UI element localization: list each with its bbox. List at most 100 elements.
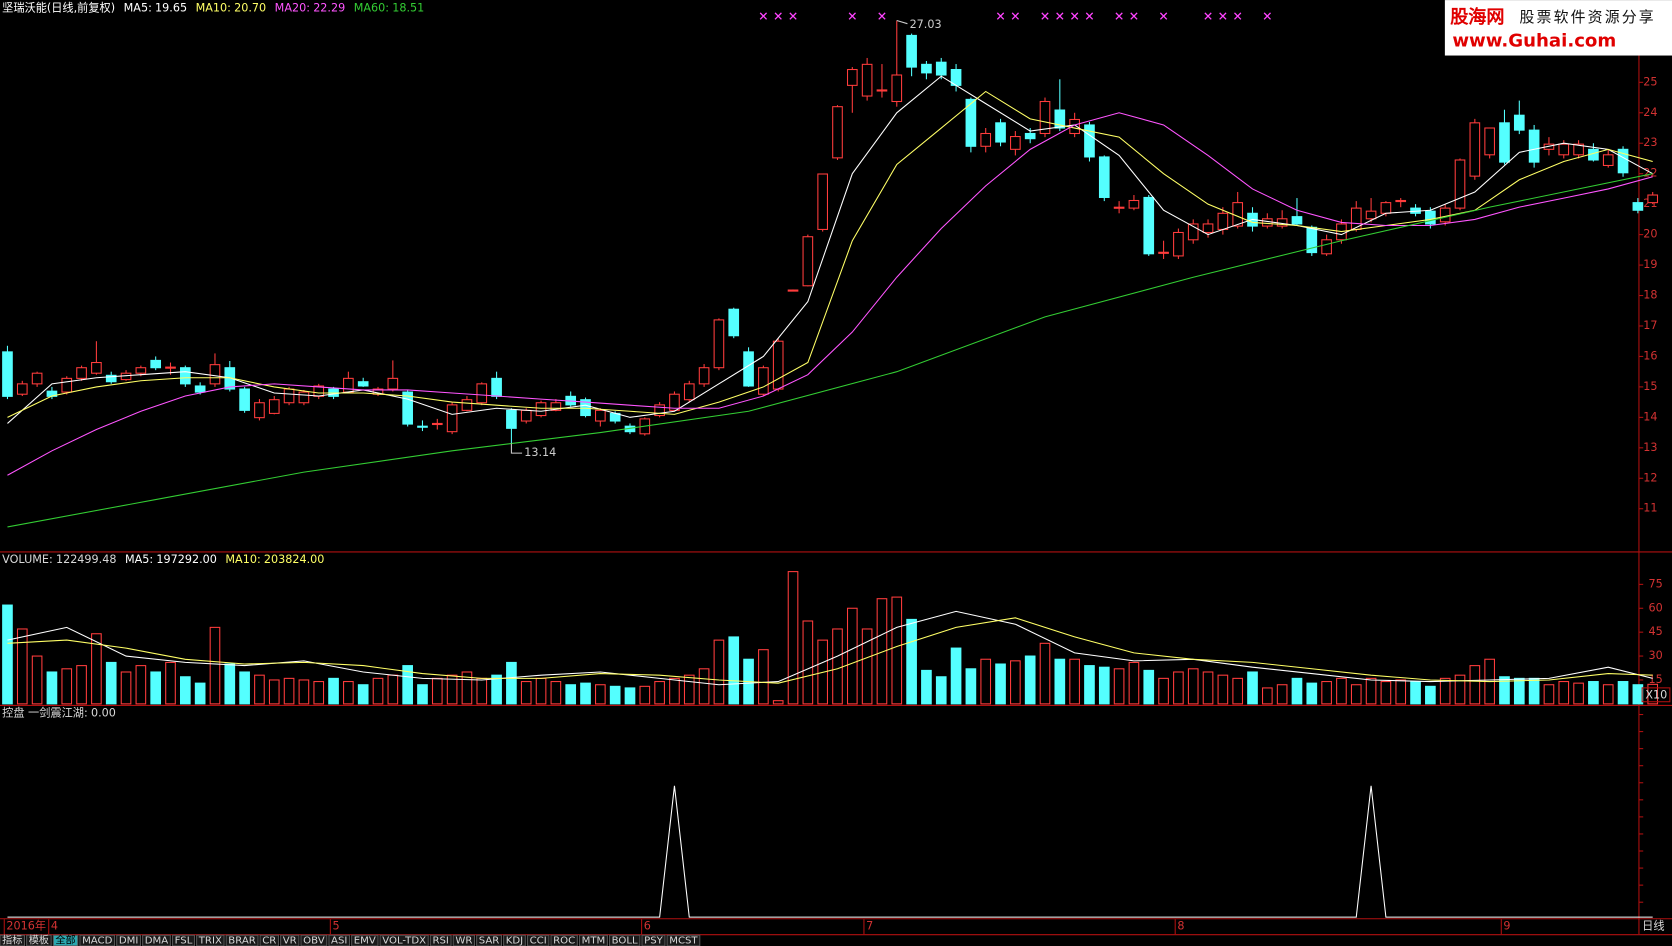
candle-body	[1232, 202, 1244, 227]
candle-body	[1069, 118, 1080, 135]
signal-mark	[996, 12, 1005, 20]
volume-bar	[1084, 665, 1095, 705]
toolbar-tab-label[interactable]: 模板	[29, 934, 49, 946]
candle-body	[1484, 127, 1495, 156]
candle-body	[965, 98, 977, 147]
candle-body	[16, 383, 28, 395]
volume-bar	[1321, 681, 1332, 705]
unit-label: X10	[1645, 688, 1667, 701]
x-tick-label: 5	[332, 920, 339, 933]
toolbar-tab-label[interactable]: VOL-TDX	[382, 936, 426, 946]
y-tick-label: 13	[1643, 441, 1657, 454]
volume-bar	[698, 668, 710, 705]
legend-name: MA20:	[275, 2, 310, 15]
volume-bar	[194, 682, 206, 705]
toolbar-tab-label[interactable]: DMA	[145, 936, 169, 946]
toolbar-tab-label[interactable]: SAR	[479, 936, 500, 946]
candle-body	[1380, 202, 1392, 214]
logo-box	[1444, 0, 1672, 56]
volume-bar	[1069, 658, 1080, 705]
toolbar-tab-label[interactable]: WR	[455, 936, 472, 946]
toolbar-tab-label[interactable]: KDJ	[506, 936, 523, 946]
legend-name: MA10:	[196, 2, 231, 15]
volume-bar	[595, 684, 606, 705]
volume-bar	[224, 663, 236, 705]
volume-bar	[476, 677, 488, 705]
y-tick-label: 25	[1643, 75, 1657, 88]
signal-mark	[1219, 12, 1227, 20]
toolbar-tab-label[interactable]: ASI	[331, 936, 347, 946]
signal-mark	[789, 12, 797, 20]
toolbar-tab-label[interactable]: RSI	[432, 936, 448, 946]
volume-bar	[1336, 677, 1347, 705]
candle-body	[1187, 223, 1199, 241]
y-tick-label: 11	[1643, 502, 1657, 515]
volume-bar	[639, 685, 651, 705]
volume-bar	[1558, 681, 1570, 705]
candle-body	[239, 388, 250, 411]
toolbar-tab-label[interactable]: TRIX	[198, 936, 222, 946]
toolbar-tab-label[interactable]: MCST	[669, 936, 698, 946]
volume-bar	[1365, 677, 1377, 705]
indicator-title: 控盘 一剑震江湖:	[2, 705, 88, 719]
volume-bar	[268, 679, 280, 705]
volume-bar	[1425, 685, 1436, 705]
volume-bar	[298, 679, 310, 705]
y-tick-label: 19	[1643, 258, 1657, 271]
toolbar-tab-label[interactable]: ROC	[553, 936, 575, 946]
volume-bar	[431, 677, 443, 705]
toolbar-tab-label[interactable]: FSL	[175, 936, 193, 946]
candle-body	[1010, 136, 1021, 150]
toolbar-tab-label[interactable]: DMI	[119, 936, 139, 946]
ma-line	[7, 112, 1653, 476]
toolbar-tab-label[interactable]: PSY	[644, 936, 664, 946]
toolbar-tab-label[interactable]: BOLL	[612, 936, 638, 946]
toolbar-tab-label[interactable]: 全部	[55, 934, 75, 946]
volume-bar	[772, 700, 784, 705]
candle-body	[1202, 223, 1214, 234]
y-tick-label: 16	[1643, 349, 1657, 362]
candle-body	[194, 385, 206, 393]
y-tick-label: 20	[1643, 228, 1657, 241]
signal-mark	[1130, 12, 1138, 20]
low-pointer	[510, 443, 523, 454]
candle-body	[728, 308, 740, 337]
candle-body	[1617, 148, 1629, 174]
signal-mark	[878, 12, 886, 20]
candle-body	[1365, 210, 1377, 220]
candle-body	[1647, 194, 1659, 204]
volume-bar	[891, 596, 903, 705]
toolbar-tab-label[interactable]: EMV	[354, 936, 376, 946]
logo-url: www.Guhai.com	[1452, 31, 1616, 52]
candle-body	[1395, 199, 1407, 203]
candle-body	[476, 383, 488, 404]
volume-bar	[832, 628, 843, 705]
candle-body	[506, 409, 517, 429]
toolbar-tab-label[interactable]: CR	[262, 936, 276, 946]
toolbar-tab-label[interactable]: MACD	[82, 936, 113, 946]
signal-mark	[1011, 12, 1020, 20]
volume-bar	[1039, 642, 1051, 705]
signal-mark	[774, 12, 782, 20]
volume-bar	[965, 668, 977, 705]
signal-mark	[1159, 12, 1168, 20]
volume-bar	[491, 674, 502, 705]
toolbar-tab-label[interactable]: BRAR	[228, 936, 256, 946]
candle-body	[417, 425, 428, 428]
candle-body	[343, 377, 354, 393]
volume-bar	[76, 665, 87, 705]
candle-body	[1113, 206, 1125, 209]
candle-body	[165, 366, 176, 369]
toolbar-tab-label[interactable]: CCI	[530, 936, 547, 946]
toolbar-tab-label[interactable]: OBV	[303, 936, 325, 946]
volume-bar	[520, 681, 532, 705]
toolbar-tab-label[interactable]: 指标	[2, 934, 22, 946]
toolbar-tab-label[interactable]: VR	[283, 936, 297, 946]
candle-body	[209, 364, 221, 385]
volume-bar	[1024, 655, 1036, 705]
volume-title: VOLUME:	[2, 553, 53, 566]
volume-bar	[1647, 683, 1659, 705]
volume-bar	[120, 671, 132, 705]
volume-bar	[1232, 677, 1244, 705]
toolbar-tab-label[interactable]: MTM	[582, 936, 606, 946]
